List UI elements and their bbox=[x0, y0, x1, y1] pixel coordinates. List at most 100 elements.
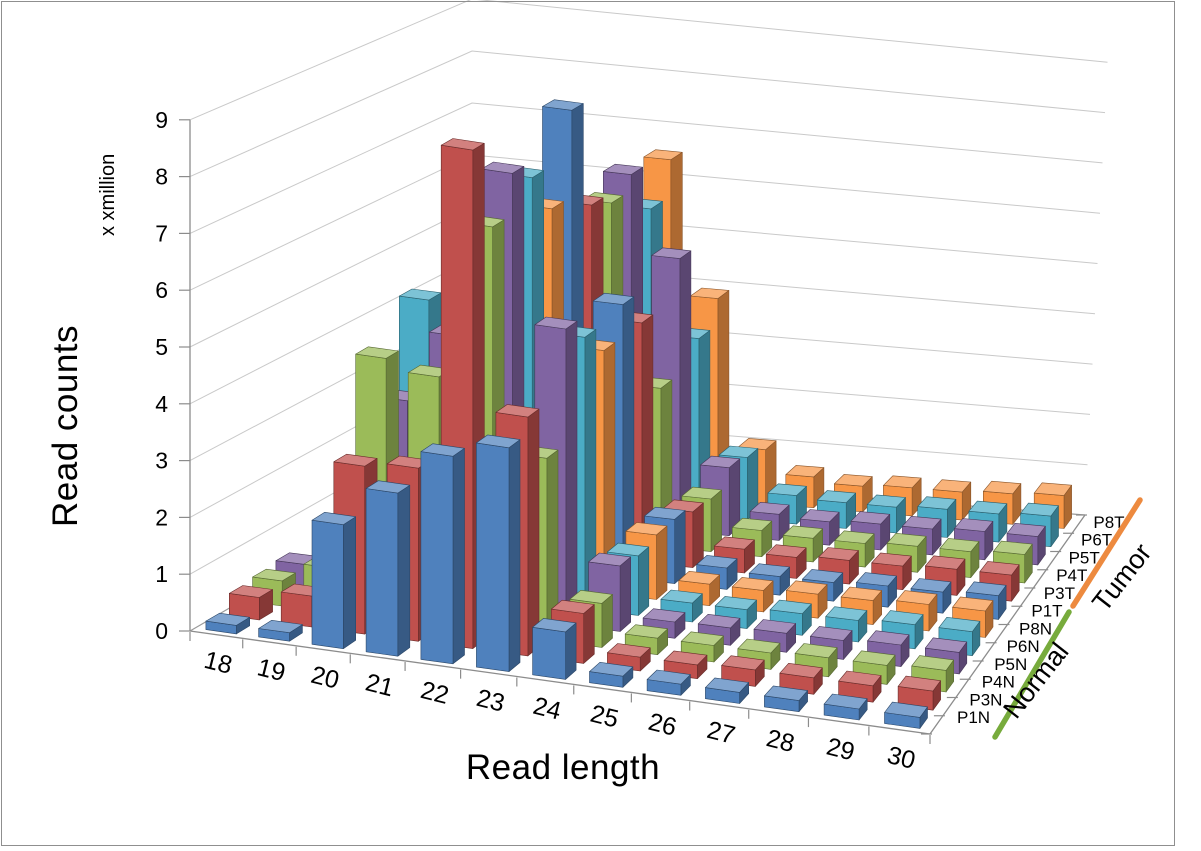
bar-top-face bbox=[532, 618, 577, 633]
bar-top-face bbox=[902, 516, 942, 530]
bar-top-face bbox=[968, 500, 1008, 515]
depth-label-P6N: P6N bbox=[1007, 637, 1040, 656]
bar-top-face bbox=[229, 585, 273, 598]
x-axis-title: Read length bbox=[465, 748, 661, 787]
x-tick-label-30: 30 bbox=[884, 741, 918, 775]
bar-top-face bbox=[718, 445, 759, 458]
y-tick-label-5: 5 bbox=[155, 334, 168, 360]
bar-side-face bbox=[638, 546, 650, 616]
bar-top-face bbox=[355, 346, 399, 359]
bar-top-face bbox=[258, 620, 303, 633]
bar-top-face bbox=[205, 612, 250, 626]
x-tick-label-27: 27 bbox=[704, 716, 738, 750]
bar-top-face bbox=[834, 530, 875, 544]
gridline-8 bbox=[189, 50, 1106, 178]
bar-top-face bbox=[867, 630, 910, 646]
bar-top-face bbox=[850, 511, 891, 525]
bar-side-face bbox=[527, 408, 540, 657]
bar-side-face bbox=[452, 448, 465, 665]
bar-top-face bbox=[660, 589, 703, 604]
bar-top-face bbox=[643, 149, 683, 160]
bar-P1N-18 bbox=[205, 612, 250, 635]
y-tick-label-8: 8 bbox=[155, 164, 168, 190]
bar-top-face bbox=[794, 643, 838, 659]
bar-top-face bbox=[883, 475, 922, 489]
bar-front-face bbox=[420, 451, 454, 665]
bar-P1N-26 bbox=[646, 669, 691, 696]
y-tick-label-1: 1 bbox=[155, 561, 168, 587]
depth-label-P8N: P8N bbox=[1019, 619, 1052, 638]
depth-label-P3T: P3T bbox=[1044, 584, 1075, 603]
bar-top-face bbox=[939, 538, 980, 552]
bar-side-face bbox=[679, 250, 692, 532]
bar-top-face bbox=[925, 637, 968, 653]
bar-top-face bbox=[886, 533, 927, 547]
bar-top-face bbox=[938, 617, 981, 632]
bar-P4N-29 bbox=[852, 650, 896, 685]
bar-side-face bbox=[508, 439, 521, 672]
y-axis-unit-label: x xmillion bbox=[97, 153, 119, 236]
bar-top-face bbox=[624, 624, 668, 639]
depth-label-P3N: P3N bbox=[969, 690, 1002, 709]
y-tick-label-0: 0 bbox=[155, 618, 168, 644]
bar-front-face bbox=[532, 627, 566, 680]
bar-top-face bbox=[440, 138, 485, 151]
bar-top-face bbox=[705, 677, 749, 693]
x-tick-label-26: 26 bbox=[646, 708, 680, 742]
bar-top-face bbox=[607, 643, 651, 658]
bar-top-face bbox=[786, 580, 828, 595]
bar-top-face bbox=[592, 292, 635, 305]
bar-P1N-20 bbox=[311, 511, 356, 649]
y-tick-label-9: 9 bbox=[155, 107, 168, 133]
bar-P1N-25 bbox=[589, 662, 634, 688]
y-tick-label-6: 6 bbox=[155, 277, 168, 303]
bar-P1N-29 bbox=[823, 693, 868, 721]
bar-top-face bbox=[697, 614, 741, 629]
bar-top-face bbox=[365, 480, 411, 494]
depth-label-P8T: P8T bbox=[1093, 513, 1124, 532]
gridline-7 bbox=[189, 102, 1103, 234]
bar-top-face bbox=[838, 670, 882, 687]
bar-P1N-23 bbox=[476, 434, 521, 672]
bar-top-face bbox=[1033, 482, 1072, 496]
depth-label-P4N: P4N bbox=[982, 673, 1015, 692]
bar-top-face bbox=[607, 542, 650, 557]
bar-top-face bbox=[769, 599, 812, 614]
bar-top-face bbox=[534, 316, 578, 330]
bar-top-face bbox=[823, 693, 868, 710]
bar-top-face bbox=[714, 536, 755, 550]
bar-top-face bbox=[551, 599, 595, 614]
bar-top-face bbox=[881, 610, 924, 625]
bar-top-face bbox=[311, 511, 356, 525]
x-tick-label-24: 24 bbox=[530, 692, 564, 726]
bar-top-face bbox=[476, 434, 521, 449]
bar-top-face bbox=[802, 569, 844, 583]
bar-front-face bbox=[280, 591, 312, 628]
depth-label-P5T: P5T bbox=[1069, 548, 1100, 567]
x-tick-label-20: 20 bbox=[308, 661, 342, 695]
x-axis-line bbox=[189, 630, 931, 735]
y-axis-title: Read counts bbox=[46, 324, 85, 527]
bar-P1N-19 bbox=[258, 620, 303, 642]
bar-top-face bbox=[690, 287, 730, 299]
bar-top-face bbox=[896, 590, 938, 605]
bar-top-face bbox=[681, 486, 722, 500]
depth-label-P4T: P4T bbox=[1056, 566, 1087, 585]
bar-top-face bbox=[911, 655, 954, 671]
bar-top-face bbox=[663, 650, 708, 666]
bar-top-face bbox=[732, 517, 773, 531]
bar-side-face bbox=[583, 604, 595, 664]
bar-P1N-28 bbox=[764, 685, 808, 712]
bar-top-face bbox=[603, 163, 643, 175]
bar-side-face bbox=[343, 516, 356, 649]
bar-top-face bbox=[884, 701, 928, 718]
bar-top-face bbox=[696, 555, 738, 569]
bar-top-face bbox=[642, 608, 686, 623]
bar-top-face bbox=[917, 496, 957, 510]
bar-P1N-21 bbox=[365, 480, 411, 657]
bar-side-face bbox=[656, 525, 668, 600]
bar-top-face bbox=[588, 552, 631, 567]
x-tick-label-28: 28 bbox=[764, 724, 798, 758]
